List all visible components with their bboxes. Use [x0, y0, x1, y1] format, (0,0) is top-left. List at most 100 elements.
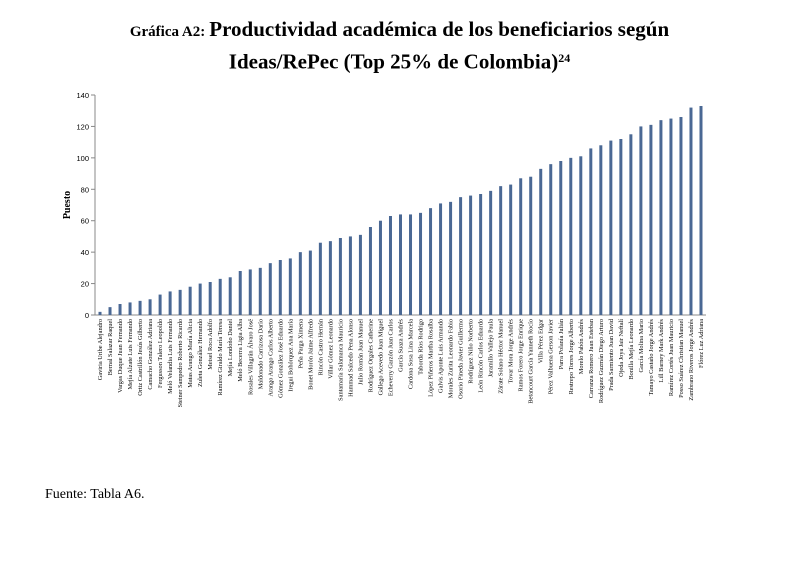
x-tick-label: García Molina Mario — [638, 319, 645, 373]
bar — [128, 302, 132, 315]
bar — [419, 212, 423, 315]
x-tick-label: Zárate Solano Héctor Manuel — [498, 319, 505, 394]
bar — [108, 307, 112, 315]
x-tick-label: Vargas Duque Juan Fernando — [117, 319, 124, 393]
bar — [338, 238, 342, 315]
bar — [599, 145, 603, 315]
x-tick-label: Tamayo Castaño Jorge Andrés — [648, 318, 655, 395]
bar — [539, 168, 543, 315]
y-tick-label: 0 — [85, 311, 89, 320]
bar — [519, 178, 523, 315]
x-tick-label: Galvis Aponte Luis Armando — [438, 319, 445, 393]
x-tick-label: López Piñeros Martha Rosalba — [428, 319, 435, 397]
title-footnote: 24 — [558, 51, 571, 65]
y-axis-label: Puesto — [62, 191, 73, 219]
bar — [378, 220, 382, 315]
bar — [218, 278, 222, 315]
x-tick-label: Morelo Pabón Andrés — [578, 318, 585, 374]
bar — [659, 120, 663, 316]
x-tick-label: Meló Becerra Ligia Alba — [237, 319, 244, 382]
x-tick-label: Mejía Londoño Daniel — [227, 319, 234, 377]
bar — [549, 164, 553, 315]
y-tick-label: 140 — [76, 91, 89, 100]
x-tick-label: Cardona Sosa Lina Marcela — [408, 319, 415, 389]
bar — [669, 118, 673, 315]
x-tick-label: León Rincón Carlos Eduardo — [478, 319, 485, 393]
bar — [409, 214, 413, 315]
bar — [609, 140, 613, 315]
bar — [258, 267, 262, 315]
x-tick-label: Camacho González Adriana — [147, 319, 154, 390]
bar — [148, 299, 152, 315]
bar — [449, 201, 453, 315]
x-tick-label: Posso Suárez Christian Manuel — [678, 319, 685, 398]
x-tick-label: Villar Gómez Leonardo — [327, 319, 334, 379]
x-tick-label: Carranza Romero Juan Esteban — [588, 318, 595, 398]
bar — [569, 157, 573, 315]
bar — [399, 214, 402, 315]
bar — [479, 194, 483, 315]
x-tick-label: Gallego Acevedo Juan Miguel — [377, 319, 384, 396]
bar — [138, 300, 142, 315]
bar — [699, 106, 703, 315]
x-tick-label: Lill Barney Mark Andrés — [658, 318, 665, 382]
x-tick-label: Jaramillo Vallejo Paula — [488, 319, 495, 377]
x-tick-label: Meisel Roca Adolfo — [207, 319, 214, 370]
x-tick-label: García Suaza Andrés — [398, 318, 405, 371]
title-line-2: Ideas/RePec (Top 25% de Colombia) — [228, 49, 559, 74]
x-tick-label: Bonilla Mejía Leonardo — [628, 319, 635, 380]
y-tick-label: 20 — [81, 280, 89, 289]
x-tick-label: Ojeda Joya Jair Neftalí — [618, 319, 625, 377]
bar — [348, 236, 352, 315]
bar — [318, 242, 322, 315]
x-tick-label: Rodríguez Guzmán Diego Arturo — [598, 319, 605, 403]
x-tick-label: Maldonado Carrizosa Darío — [257, 319, 264, 389]
bar — [358, 234, 362, 315]
y-tick-label: 60 — [81, 217, 89, 226]
chart-title: Gráfica A2: Productividad académica de l… — [0, 16, 799, 77]
x-tick-label: Morales Zurita Leonardo Fabio — [448, 319, 455, 398]
bar — [278, 260, 282, 315]
bar — [308, 250, 312, 315]
bar — [589, 148, 593, 315]
x-tick-label: Ortiz Castrillón Jesús Gilberto — [137, 319, 144, 396]
bar — [579, 156, 583, 315]
title-line-1: Productividad académica de los beneficia… — [209, 17, 670, 41]
bar — [499, 186, 503, 315]
bar-chart: 0 20 40 60 80 100 120 140 Puesto Gaviria Uribe Al… — [62, 91, 706, 407]
bar — [208, 282, 212, 315]
x-tick-label: Steiner Sampedro Roberto Ricardo — [177, 319, 184, 407]
x-tick-label: Echeverry Garzón Juan Carlos — [387, 318, 394, 396]
x-tick-label: Fergusson Talero Leopoldo — [157, 319, 164, 388]
x-tick-label: Zuleta González Hernando — [197, 319, 204, 387]
bar — [368, 227, 372, 315]
x-tick-label: Flórez Luz Adriana — [698, 319, 705, 368]
x-tick-label: Osorio Pineda Javier Guillermo — [458, 319, 465, 399]
x-tick-label: Arango Arango Carlos Alberto — [267, 319, 274, 396]
x-tick-label: Restrepo Torres Jorge Alberto — [568, 319, 575, 394]
bar — [429, 208, 433, 315]
y-tick-label: 40 — [81, 248, 89, 257]
x-tick-label: Bernal Salazar Raquel — [107, 319, 114, 376]
y-tick-label: 100 — [76, 154, 89, 163]
bar — [469, 195, 473, 315]
x-tick-label: Santamaría Salamanca Mauricio — [337, 319, 344, 401]
bar — [459, 197, 463, 315]
title-prefix: Gráfica A2: — [129, 24, 206, 40]
bar — [689, 107, 693, 315]
x-tick-label: Betancourt García Yanneth Rocío — [528, 319, 535, 404]
bar — [559, 161, 563, 315]
x-tick-label: Rodríguez Orgales Catherine — [367, 319, 374, 393]
x-tick-label: Gómez González José Eduardo — [277, 319, 284, 398]
bar — [158, 294, 162, 315]
bar — [188, 286, 192, 315]
bar — [168, 291, 172, 315]
bar — [439, 203, 443, 315]
bar — [328, 241, 332, 315]
x-tick-label: Ramírez Cortés Juan Mauricio — [668, 319, 675, 396]
bar — [629, 134, 633, 315]
source-note: Fuente: Tabla A6. — [45, 487, 145, 502]
bar — [639, 126, 643, 315]
bar — [98, 311, 102, 315]
x-tick-label: Parra Polanía Julián — [558, 318, 565, 369]
